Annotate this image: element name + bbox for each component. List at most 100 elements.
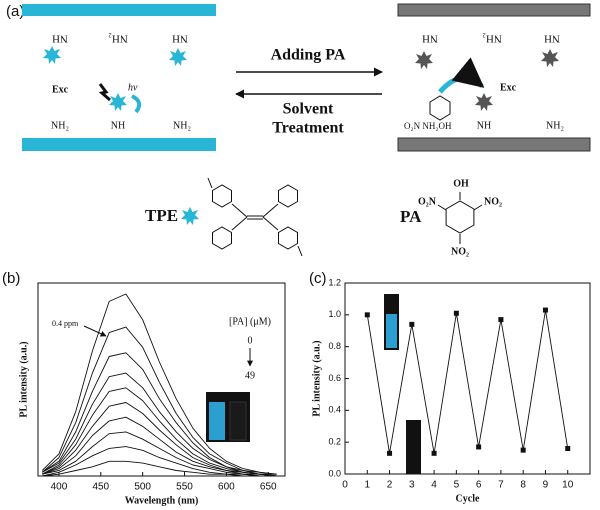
x-tick-label: 650 [260, 482, 277, 493]
point-marker [387, 450, 393, 456]
benzene-ring [212, 226, 232, 250]
exc-label: Exc [52, 84, 69, 95]
pa-group: OH [453, 178, 469, 189]
x-tick-label: 600 [218, 482, 235, 493]
vial-quenched [229, 401, 247, 441]
point-marker [565, 446, 571, 452]
tpe-star-quenched [475, 93, 493, 111]
x-axis-label: Cycle [456, 493, 480, 504]
vial-emissive [209, 402, 225, 440]
x-tick-label: 7 [498, 480, 504, 491]
annotation: 0.4 ppm [52, 319, 79, 328]
reverse-label: Treatment [272, 120, 344, 137]
series-line [41, 352, 277, 475]
x-tick-label: 500 [134, 482, 151, 493]
substrate-bottom [22, 138, 216, 151]
annotation: [PA] (μM) [229, 316, 271, 327]
y-tick-label: 0.4 [328, 405, 341, 415]
point-marker [542, 307, 548, 313]
y-tick-label: 0.8 [328, 341, 341, 351]
series-line [42, 446, 277, 477]
y-tick-label: 0.0 [328, 468, 341, 478]
tpe-star-quenched [541, 49, 559, 67]
series-line [41, 372, 277, 475]
series-line [42, 460, 277, 477]
hv-label: hν [128, 82, 138, 93]
pa-label: PA [400, 207, 422, 226]
excitation-bolt [98, 83, 111, 102]
point-marker [409, 321, 415, 327]
point-marker [364, 312, 370, 318]
y-axis-label: PL intensity (a.u.) [311, 340, 322, 416]
point-marker [498, 317, 504, 323]
y-tick-label: 1.2 [328, 277, 341, 287]
benzene-ring [212, 184, 232, 208]
photo-inset [406, 420, 421, 474]
complex-label: O₂N NH₂OH [404, 121, 452, 131]
tpe-label: TPE [145, 206, 178, 225]
y-tick-label: 1.0 [328, 309, 341, 319]
y-axis-label: PL intensity (a.u.) [18, 341, 29, 417]
x-axis-label: Wavelength (nm) [125, 495, 199, 506]
series-line [41, 326, 277, 475]
substrate-top [22, 4, 216, 16]
panel-c-decor [384, 294, 421, 474]
tpe-star-quenched [415, 51, 433, 69]
tpe-star [43, 46, 61, 64]
panel-label: (a) [6, 3, 24, 20]
tpe-star [109, 93, 127, 111]
amine-label: NH [422, 32, 438, 44]
x-tick-label: 550 [176, 482, 193, 493]
x-tick-label: 8 [520, 480, 526, 491]
y-tick-label: 0.2 [328, 437, 341, 447]
tpe-star [169, 48, 187, 66]
benzene-ring [278, 184, 298, 208]
forward-label: Adding PA [271, 47, 346, 64]
emission-arrow [131, 94, 142, 114]
substrate-top [397, 3, 591, 17]
amine-label: NH [172, 32, 188, 44]
inset-label: (a) [213, 393, 221, 401]
vial-emissive [386, 314, 397, 348]
x-tick-label: 450 [92, 482, 109, 493]
x-tick-label: 0 [342, 480, 348, 491]
amine-label: NH [544, 32, 560, 44]
annotation: 0 [248, 335, 253, 346]
x-tick-label: 10 [562, 480, 574, 491]
point-marker [453, 310, 459, 316]
panel-label: (c) [309, 270, 327, 287]
series-line [41, 293, 277, 475]
point-marker [476, 444, 482, 450]
pa-structure [437, 192, 483, 244]
x-tick-label: 4 [431, 480, 437, 491]
exc-label: Exc [500, 82, 517, 93]
amine-label: NH₂ [173, 120, 191, 131]
annotation-arrow [83, 325, 107, 337]
inset-label: (b) [234, 393, 243, 401]
pa-group: O₂N [418, 196, 437, 207]
benzene-ring [278, 226, 298, 250]
series-line [366, 309, 569, 454]
x-tick-label: 2 [387, 480, 393, 491]
amine-label: NH₂ [108, 32, 128, 44]
substrate-bottom [397, 137, 591, 152]
annotation: 49 [245, 370, 255, 381]
panel-a: (a) NH NH₂ NH Exc hν NH₂ NH NH₂ Adding P… [6, 3, 591, 257]
energy-transfer-arrow [438, 57, 485, 94]
amine-label: NH₂ [546, 120, 564, 131]
amine-label: NH [111, 120, 125, 131]
x-tick-label: 3 [409, 480, 415, 491]
tpe-structure [207, 177, 303, 257]
amine-label: NH₂ [482, 32, 502, 44]
amine-label: NH₂ [51, 120, 69, 131]
series-line [41, 387, 277, 477]
benzene-ring [445, 200, 475, 234]
x-tick-label: 400 [51, 482, 68, 493]
series-line [42, 402, 277, 477]
amine-label: NH [477, 120, 491, 131]
x-tick-label: 9 [543, 480, 549, 491]
pa-group: NO₂ [484, 196, 502, 207]
panel-label: (b) [2, 270, 20, 287]
